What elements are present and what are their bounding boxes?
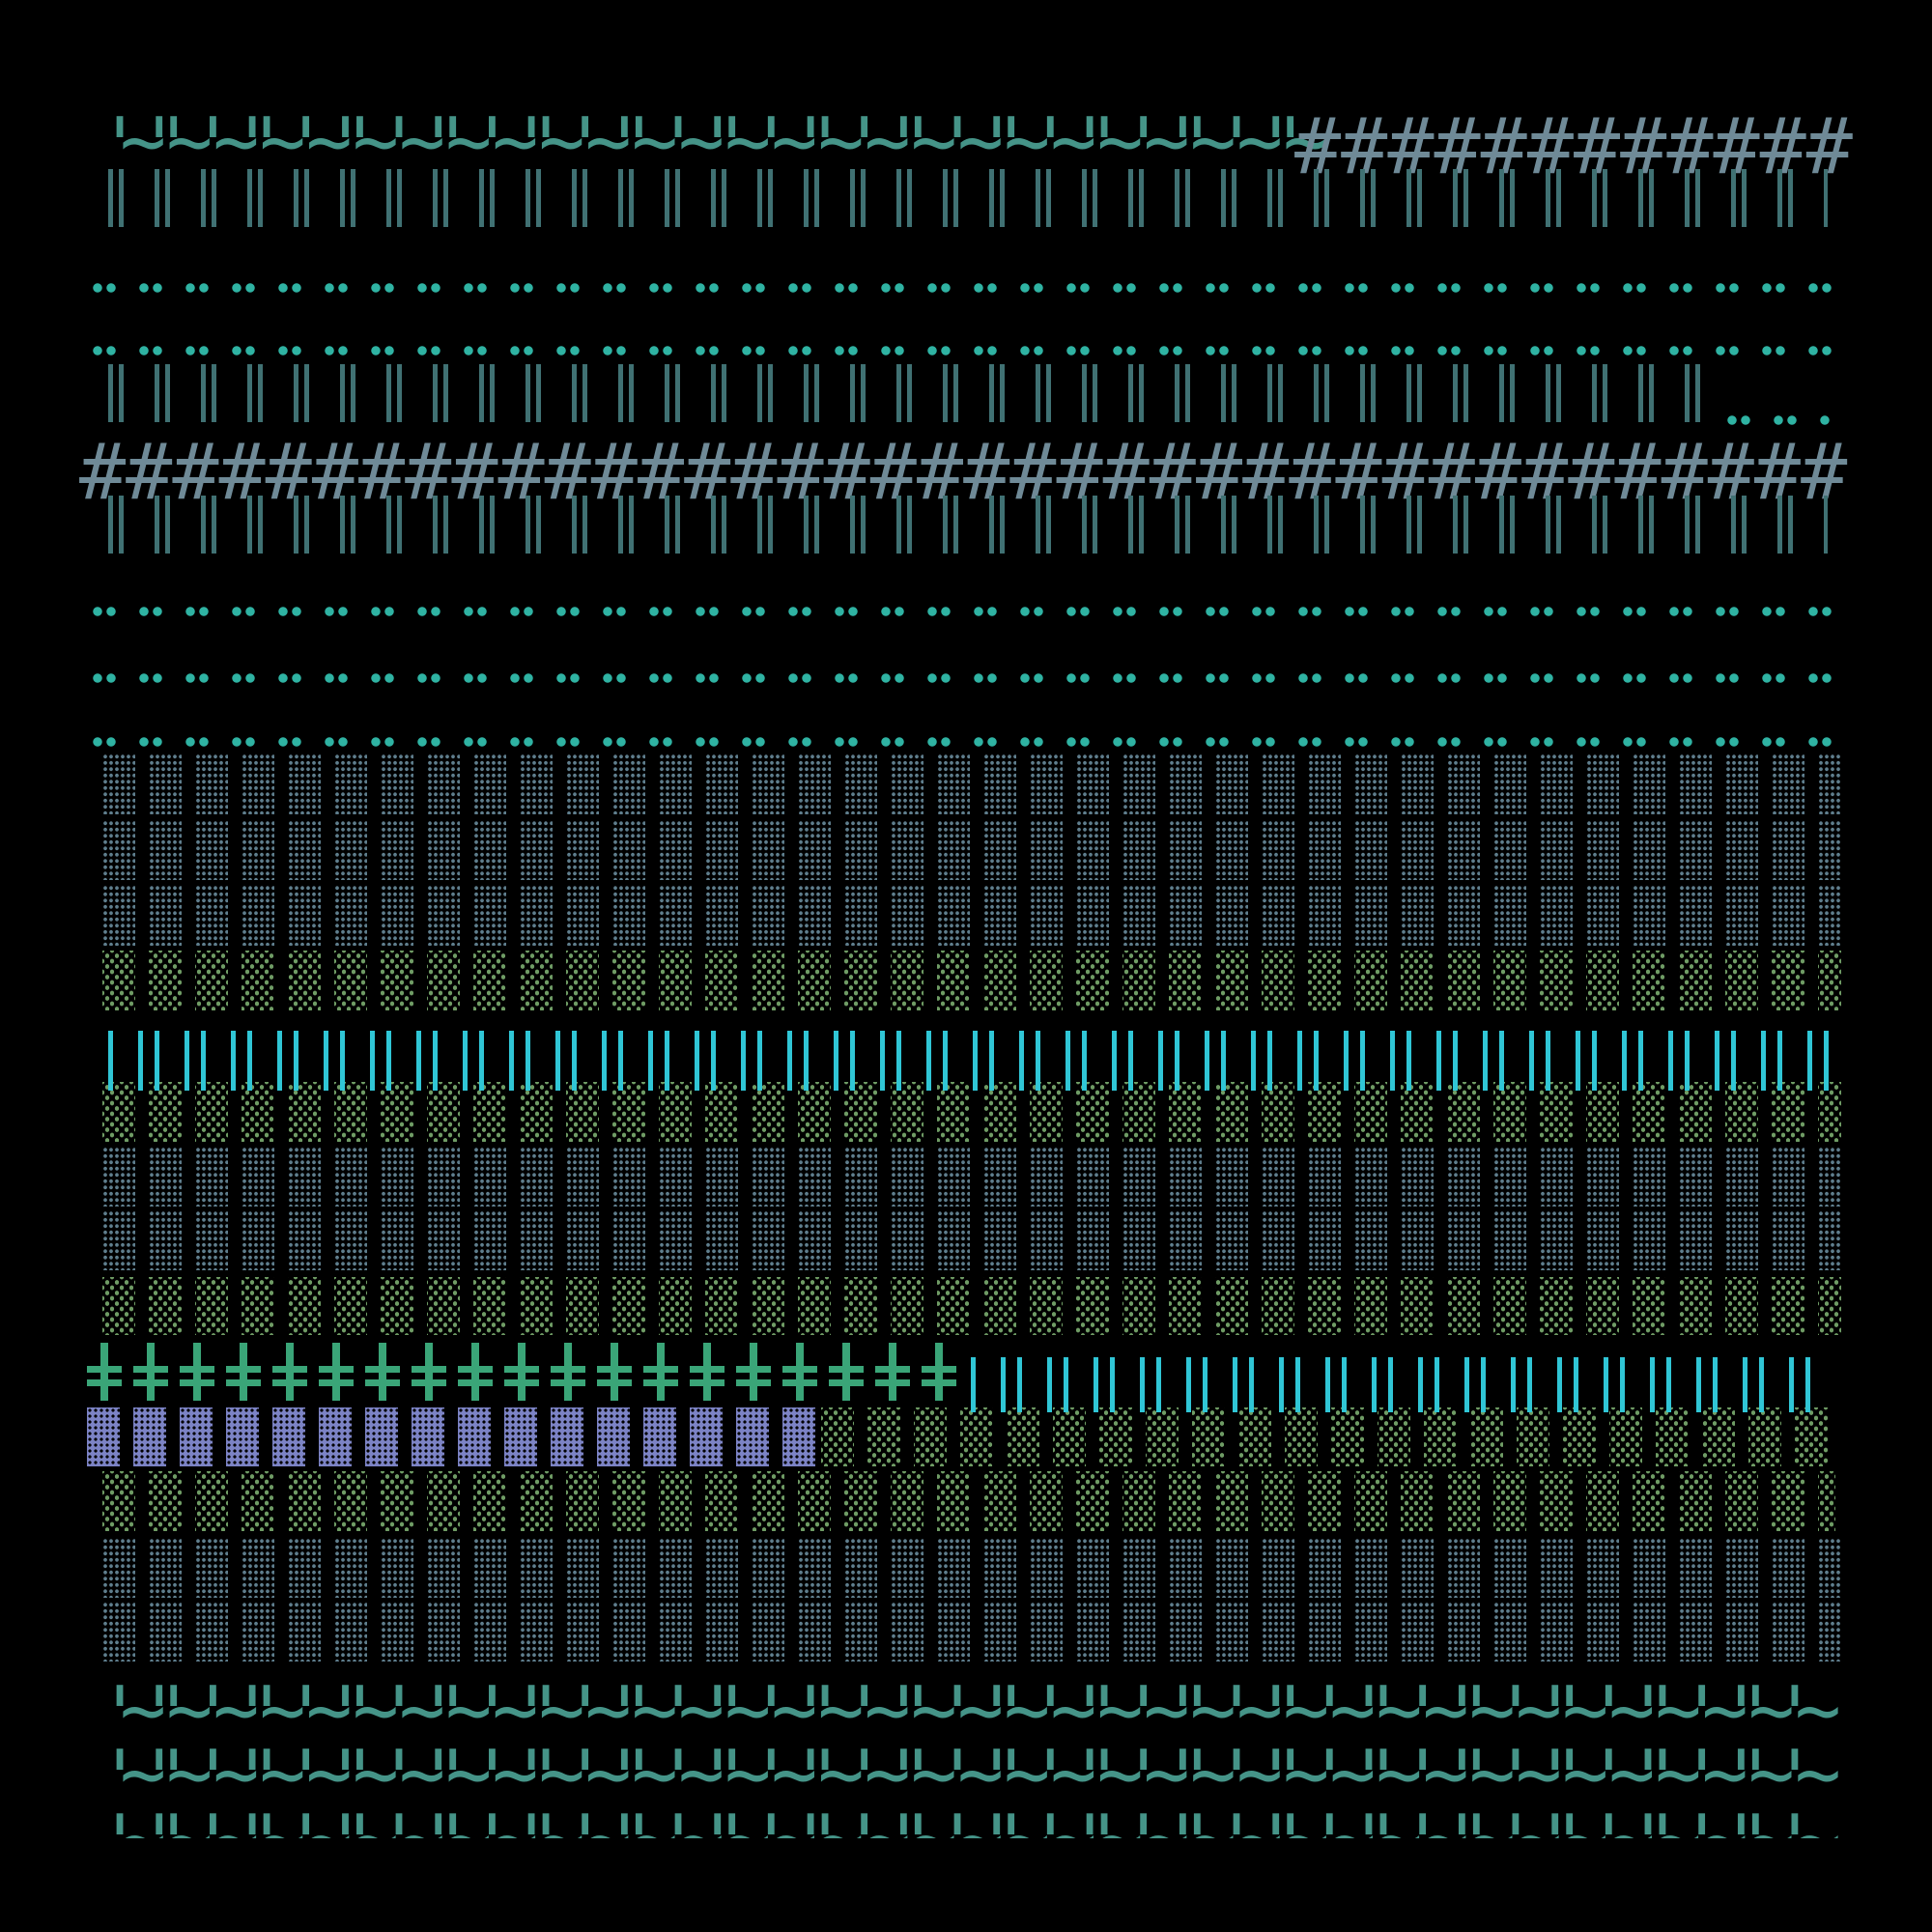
dots-row-5 bbox=[93, 735, 1841, 749]
dot-band-green-right bbox=[821, 1407, 1835, 1466]
dot-band-slate-2 bbox=[102, 820, 1841, 880]
cross-row bbox=[87, 1343, 962, 1401]
pipes-row-1 bbox=[108, 169, 1828, 227]
dot-band-slate-4 bbox=[102, 1147, 1841, 1207]
pipes-row-2 bbox=[108, 364, 1716, 422]
cyan-bars-row-2 bbox=[971, 1357, 1833, 1412]
dots-row-4 bbox=[93, 671, 1841, 685]
tilde-marks: ~~~~~~~~~~~~~~~~~~~~~~~~~~~~~~~~~~~~~ bbox=[120, 1665, 1842, 1755]
dot-band-slate-7 bbox=[102, 1602, 1841, 1662]
tilde-marks: ~~~~~~~~~~~~~~~~~~~~~~~~~~~~~~~~~~~~~ bbox=[120, 1805, 1841, 1838]
pipes-row-3 bbox=[108, 496, 1828, 554]
dot-band-blue bbox=[87, 1407, 817, 1466]
dot-band-green-4 bbox=[102, 1471, 1835, 1531]
dots-tail-row-2 bbox=[1727, 413, 1833, 427]
cyan-bars-row-1 bbox=[108, 1031, 1837, 1091]
tick-marks: '"'"'"'"'"'"'"'"'"'"'"'"'"'"'"'"'"'"' bbox=[97, 1670, 1819, 1760]
dots-row-1 bbox=[93, 281, 1841, 295]
dots-row-2 bbox=[93, 344, 1841, 357]
dot-band-slate-6 bbox=[102, 1538, 1841, 1598]
dot-band-slate-3 bbox=[102, 885, 1841, 946]
dots-row-3 bbox=[93, 605, 1841, 618]
squiggle-row-bottom-3: '"'"'"'"'"'"'"'"'"'"'"'"'"'"'"'"'"'"'~~~… bbox=[97, 1805, 1851, 1838]
dot-band-green-1 bbox=[102, 951, 1841, 1010]
tilde-marks: ~~~~~~~~~~~~~~~~~~~~~~~~~~~~~~~~~~~~~ bbox=[120, 1729, 1842, 1819]
dot-band-slate-1 bbox=[102, 753, 1841, 814]
tick-marks: '"'"'"'"'"'"'"'"'"'"'"'"'"'"'"'"'"'"' bbox=[97, 1734, 1819, 1824]
dot-band-green-2 bbox=[102, 1082, 1841, 1142]
dot-band-slate-5 bbox=[102, 1210, 1841, 1270]
tilde-marks: ~~~~~~~~~~~~~~~~~~~~~~~~~~ bbox=[120, 97, 1330, 186]
dot-band-green-3 bbox=[102, 1277, 1841, 1335]
tick-marks: '"'"'"'"'"'"'"'"'"'"'"'"'"'"'"'"'"'"' bbox=[97, 1805, 1818, 1838]
